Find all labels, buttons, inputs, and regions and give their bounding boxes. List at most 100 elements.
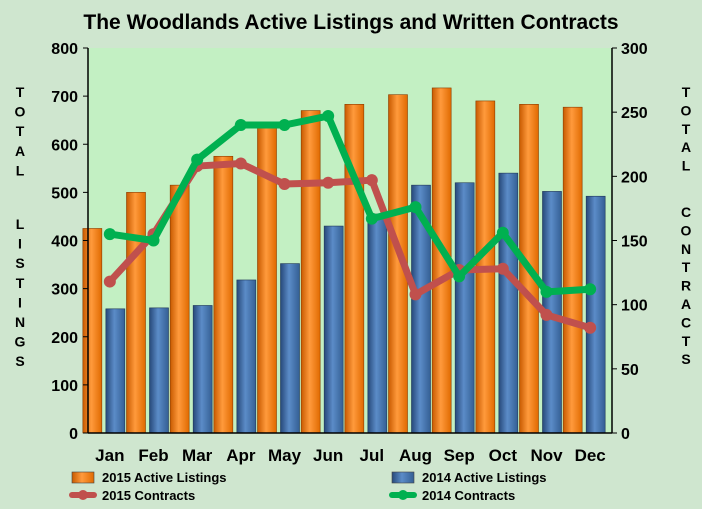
axis-title-letter: I (18, 236, 22, 252)
point-2015-contracts-aug (409, 288, 422, 301)
y-left-tick-label: 700 (51, 89, 78, 106)
x-tick-label: May (268, 446, 302, 465)
point-2014-contracts-jan (103, 228, 116, 241)
axis-title-letter: A (681, 296, 691, 312)
bar-2014-active-listings-jan (105, 308, 126, 434)
y-right-tick-label: 200 (621, 169, 648, 186)
axis-title-letter: C (681, 314, 691, 330)
y-left-tick-label: 600 (51, 137, 78, 154)
y-right-tick-label: 300 (621, 41, 648, 58)
axis-title-letter: C (681, 204, 691, 220)
point-2014-contracts-nov (540, 285, 553, 298)
legend-label-2014-contracts: 2014 Contracts (422, 488, 515, 503)
axis-title-letter: T (16, 84, 25, 100)
axes: 0 100 200 300 400 500 600 700 800 0 50 100 150 200 250… (15, 41, 692, 465)
axis-title-letter: I (18, 294, 22, 310)
point-2014-contracts-dec (584, 283, 597, 296)
legend-swatch-2014-active-listings (391, 471, 415, 484)
point-2014-contracts-jun (322, 110, 335, 123)
x-tick-label: Nov (530, 446, 563, 465)
axis-title-letter: A (681, 139, 691, 155)
bar-2014-active-listings-feb (149, 307, 169, 434)
point-2014-contracts-aug (409, 201, 422, 214)
legend-swatch-2015-active-listings (71, 471, 95, 484)
y-left-tick-label: 200 (51, 330, 78, 347)
x-tick-label: Apr (226, 446, 256, 465)
bar-2015-active-listings-jan (82, 228, 103, 434)
axis-title-letter: T (682, 121, 691, 137)
legend-label-2015-active-listings: 2015 Active Listings (102, 470, 227, 485)
bar-2014-active-listings-sep (454, 182, 475, 434)
y-left-tick-label: 300 (51, 282, 78, 299)
bar-2015-active-listings-mar (169, 184, 190, 434)
axis-title-letter: L (16, 162, 25, 178)
y-right-tick-label: 0 (621, 426, 630, 443)
y-left-tick-label: 500 (51, 185, 78, 202)
bar-2014-active-listings-apr (236, 279, 257, 434)
axis-title-letter: N (15, 314, 25, 330)
axis-title-letter: N (681, 241, 691, 257)
point-2015-contracts-oct (496, 262, 509, 275)
axis-title-letter: G (15, 334, 26, 350)
y-left-tick-label: 0 (69, 426, 78, 443)
point-2015-contracts-jun (322, 176, 335, 189)
x-tick-label: Jun (313, 446, 343, 465)
legend-marker-2015-contracts (78, 490, 88, 500)
point-2015-contracts-dec (584, 321, 597, 334)
point-2014-contracts-may (278, 119, 291, 131)
y-left-tick-label: 400 (51, 234, 78, 251)
point-2015-contracts-jul (365, 174, 378, 187)
point-2014-contracts-oct (496, 226, 509, 239)
legend-label-2014-active-listings: 2014 Active Listings (422, 470, 547, 485)
y-right-tick-label: 250 (621, 105, 648, 122)
axis-title-letter: L (16, 216, 25, 232)
bar-2015-active-listings-apr (213, 155, 234, 434)
y-left-tick-label: 100 (51, 378, 78, 395)
x-tick-label: Oct (489, 446, 518, 465)
bar-2015-active-listings-feb (126, 192, 146, 434)
point-2014-contracts-apr (234, 119, 247, 131)
legend-marker-2014-contracts (398, 490, 408, 500)
axis-title-letter: S (15, 353, 24, 369)
x-tick-label: Sep (444, 446, 475, 465)
x-tick-label: Dec (575, 446, 606, 465)
legend: 2015 Active Listings 2014 Active Listings… (69, 470, 547, 503)
axis-title-letter: T (16, 275, 25, 291)
legend-label-2015-contracts: 2015 Contracts (102, 488, 195, 503)
axis-title-letter: S (681, 351, 690, 367)
y-left-tick-label: 800 (51, 41, 78, 58)
axis-title-letter: T (682, 333, 691, 349)
axis-title-letter: T (16, 123, 25, 139)
bar-2014-active-listings-jul (367, 213, 388, 434)
bar-2014-active-listings-jun (323, 225, 344, 434)
bar-2014-active-listings-may (280, 263, 300, 434)
point-2014-contracts-jul (365, 212, 378, 225)
y-right-tick-label: 150 (621, 234, 648, 251)
point-2014-contracts-feb (147, 234, 160, 247)
axis-title-letter: O (681, 102, 692, 118)
axis-title-letter: S (15, 255, 24, 271)
point-2015-contracts-jan (103, 275, 116, 288)
axis-title-letter: O (681, 222, 692, 238)
axis-title-letter: O (15, 104, 26, 120)
bar-2014-active-listings-dec (585, 195, 606, 434)
point-2015-contracts-apr (234, 157, 247, 170)
x-tick-label: Aug (399, 446, 432, 465)
x-tick-label: Jan (95, 446, 124, 465)
line-group (103, 110, 597, 334)
point-2015-contracts-may (278, 178, 291, 191)
x-tick-label: Feb (138, 446, 168, 465)
bar-2015-active-listings-jun (300, 110, 321, 434)
axis-title-letter: A (15, 143, 25, 159)
y-right-tick-label: 100 (621, 298, 648, 315)
line-2014-contracts (106, 112, 594, 296)
chart-title: The Woodlands Active Listings and Writte… (83, 11, 618, 34)
x-tick-label: Mar (182, 446, 213, 465)
x-tick-label: Jul (360, 446, 385, 465)
axis-title-letter: R (681, 278, 691, 294)
bar-2014-active-listings-mar (192, 305, 213, 434)
bar-2014-active-listings-oct (498, 172, 519, 434)
